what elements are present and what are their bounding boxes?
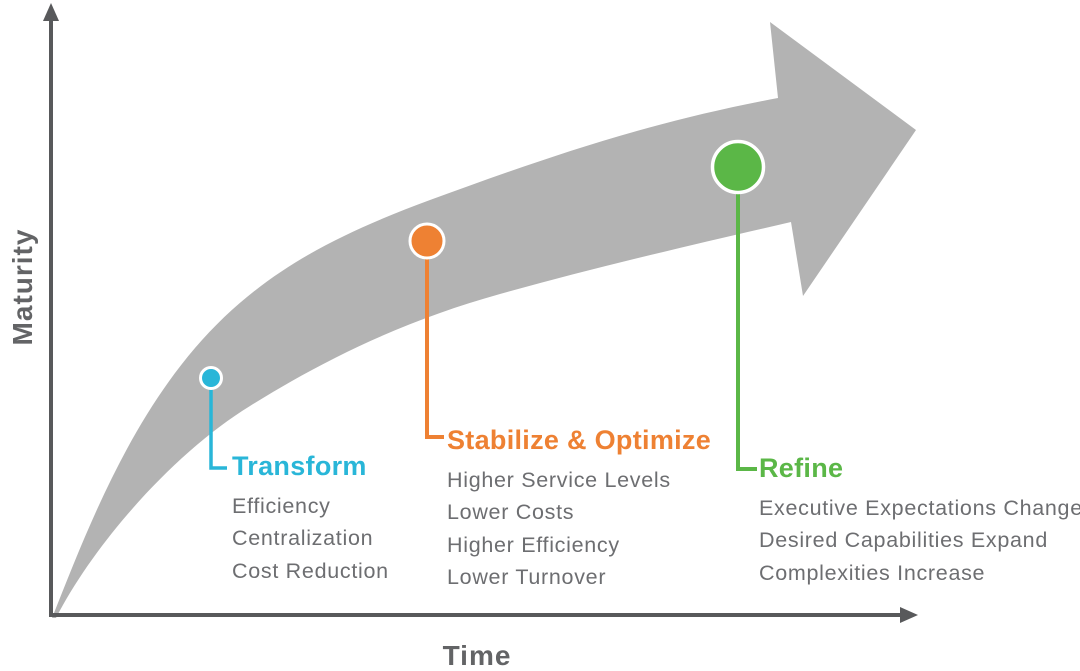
stage-stabilize-optimize-items: Higher Service Levels Lower Costs Higher…: [447, 464, 711, 594]
stage-item: Efficiency: [232, 494, 331, 518]
stage-item: Cost Reduction: [232, 558, 389, 583]
refine-marker-dot: [710, 139, 766, 195]
stabilize-stem-connector: [425, 257, 444, 439]
stage-refine-title: Refine: [759, 453, 844, 483]
y-axis-label: Maturity: [7, 228, 38, 346]
stage-transform-title: Transform: [232, 451, 367, 481]
stage-refine-items: Executive Expectations Change Desired Ca…: [759, 492, 1080, 589]
stage-item: Complexities Increase: [759, 560, 986, 585]
stage-refine: Refine Executive Expectations Change Des…: [759, 452, 1080, 589]
stage-item: Desired Capabilities Expand: [759, 528, 1048, 553]
stage-item: Lower Turnover: [447, 565, 607, 590]
transform-marker-dot: [199, 366, 223, 390]
refine-stem-connector: [736, 192, 757, 471]
y-axis-arrowhead-icon: [43, 3, 59, 21]
x-axis-label: Time: [442, 640, 512, 671]
stage-item: Executive Expectations Change: [759, 496, 1080, 520]
x-axis-arrowhead-icon: [900, 607, 918, 623]
stage-item: Higher Service Levels: [447, 468, 671, 492]
stabilize-marker-dot: [408, 222, 446, 260]
stage-stabilize-optimize-title: Stabilize & Optimize: [447, 425, 712, 455]
stage-item: Higher Efficiency: [447, 532, 620, 557]
stage-item: Centralization: [232, 526, 374, 551]
stage-stabilize-optimize: Stabilize & Optimize Higher Service Leve…: [447, 424, 711, 594]
stage-transform-items: Efficiency Centralization Cost Reduction: [232, 490, 389, 587]
stage-item: Lower Costs: [447, 500, 575, 525]
transform-stem-connector: [209, 388, 227, 470]
maturity-curve-arrow: [52, 22, 916, 618]
stage-transform: Transform Efficiency Centralization Cost…: [232, 450, 389, 587]
